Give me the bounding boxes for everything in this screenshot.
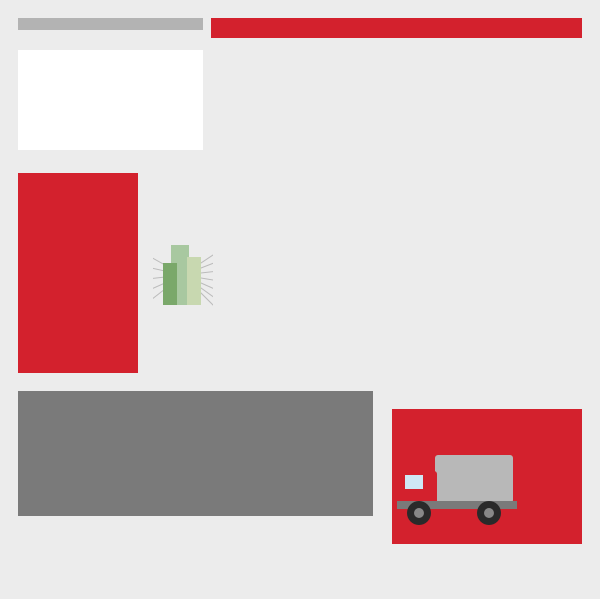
bottom-grid	[18, 391, 373, 516]
building-icon	[153, 235, 213, 315]
line-chart-block	[18, 46, 203, 155]
top-row	[18, 46, 582, 155]
bottom-section	[18, 391, 582, 546]
line-chart	[18, 50, 203, 150]
big-truck-icon	[397, 443, 517, 528]
mid-red-panel	[18, 173, 138, 373]
infographic-page	[0, 0, 600, 599]
mid-section	[18, 165, 582, 385]
header	[18, 18, 582, 38]
header-title	[18, 18, 203, 30]
header-banner	[211, 18, 582, 38]
header-subtitle	[18, 30, 203, 34]
header-left	[18, 18, 203, 38]
donut-row	[209, 46, 582, 155]
